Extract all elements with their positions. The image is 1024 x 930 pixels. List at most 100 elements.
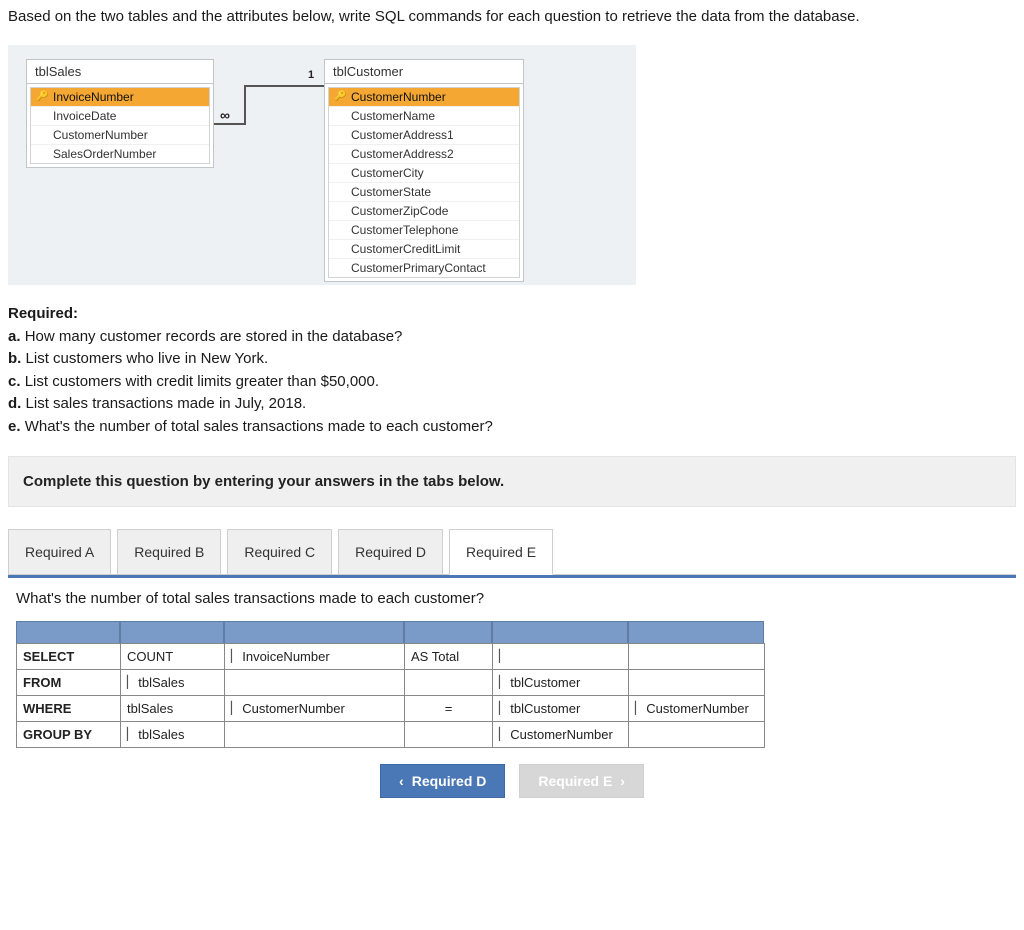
entity-field: CustomerAddress1 [351, 128, 454, 142]
entity-row: CustomerName [329, 107, 519, 126]
entity-tblsales: tblSales 🔑InvoiceNumber InvoiceDate Cust… [26, 59, 214, 168]
prev-button[interactable]: ‹ Required D [380, 764, 505, 798]
entity-title: tblCustomer [325, 60, 523, 84]
cell-kw[interactable]: FROM [17, 670, 121, 696]
entity-row: SalesOrderNumber [31, 145, 209, 163]
key-icon: 🔑 [36, 91, 48, 102]
cell[interactable]: ▏InvoiceNumber [225, 644, 405, 670]
tab-required-e[interactable]: Required E [449, 529, 553, 575]
req-letter: d. [8, 395, 21, 412]
entity-row: CustomerState [329, 183, 519, 202]
rel-one: 1 [308, 69, 314, 81]
tab-required-a[interactable]: Required A [8, 529, 111, 574]
cell[interactable]: ▏tblCustomer [493, 670, 629, 696]
cell[interactable] [629, 670, 765, 696]
cell-text: InvoiceNumber [242, 649, 329, 664]
cell-text: tblSales [138, 675, 184, 690]
grid-header-bar [16, 621, 1008, 643]
req-letter: a. [8, 328, 21, 345]
entity-field: CustomerCity [351, 166, 424, 180]
cell-text: CustomerNumber [646, 701, 749, 716]
entity-row: CustomerZipCode [329, 202, 519, 221]
cell-kw[interactable]: SELECT [17, 644, 121, 670]
intro-text: Based on the two tables and the attribut… [8, 0, 1016, 39]
tab-required-b[interactable]: Required B [117, 529, 221, 574]
entity-row: 🔑CustomerNumber [329, 88, 519, 107]
entity-field: InvoiceNumber [53, 90, 134, 104]
nav-buttons: ‹ Required D Required E › [16, 764, 1008, 798]
req-text: List customers with credit limits greate… [25, 373, 379, 390]
cell[interactable]: ▏CustomerNumber [629, 696, 765, 722]
cell[interactable] [629, 644, 765, 670]
req-text: What's the number of total sales transac… [25, 418, 493, 435]
entity-row: CustomerCity [329, 164, 519, 183]
cursor-icon: ▏ [499, 701, 508, 715]
entity-field: CustomerCreditLimit [351, 242, 460, 256]
entity-field: SalesOrderNumber [53, 147, 156, 161]
instruction-bar: Complete this question by entering your … [8, 456, 1016, 507]
cell[interactable] [225, 722, 405, 748]
cursor-icon: ▏ [231, 649, 240, 663]
entity-row: CustomerNumber [31, 126, 209, 145]
entity-field: CustomerNumber [53, 128, 148, 142]
rel-line-h1 [214, 123, 244, 125]
rel-line-v [244, 85, 246, 125]
entity-field: CustomerState [351, 185, 431, 199]
entity-field: CustomerName [351, 109, 435, 123]
tab-question: What's the number of total sales transac… [16, 590, 1008, 607]
cell[interactable] [405, 670, 493, 696]
cell-kw[interactable]: GROUP BY [17, 722, 121, 748]
tabs: Required A Required B Required C Require… [8, 529, 1016, 574]
cell[interactable]: AS Total [405, 644, 493, 670]
next-label: Required E [538, 773, 612, 789]
cursor-icon: ▏ [499, 727, 508, 741]
sql-grid: SELECT COUNT ▏InvoiceNumber AS Total ▏ F… [16, 643, 765, 748]
cell-text: tblCustomer [510, 675, 580, 690]
cell[interactable] [225, 670, 405, 696]
prev-label: Required D [412, 773, 487, 789]
rel-many: ∞ [220, 107, 230, 123]
cell[interactable] [629, 722, 765, 748]
cursor-icon: ▏ [127, 727, 136, 741]
req-text: How many customer records are stored in … [25, 328, 403, 345]
entity-field: CustomerAddress2 [351, 147, 454, 161]
cursor-icon: ▏ [127, 675, 136, 689]
cursor-icon: ▏ [499, 675, 508, 689]
cursor-icon: ▏ [499, 649, 508, 663]
key-icon: 🔑 [334, 91, 346, 102]
tab-required-d[interactable]: Required D [338, 529, 443, 574]
req-letter: e. [8, 418, 21, 435]
cell-text: CustomerNumber [242, 701, 345, 716]
entity-row: 🔑 InvoiceNumber [31, 88, 209, 107]
cell-text: CustomerNumber [510, 727, 613, 742]
entity-field: CustomerPrimaryContact [351, 261, 486, 275]
cell[interactable]: ▏tblCustomer [493, 696, 629, 722]
chevron-left-icon: ‹ [399, 773, 404, 789]
next-button[interactable]: Required E › [519, 764, 644, 798]
entity-row: CustomerAddress2 [329, 145, 519, 164]
entity-row: CustomerTelephone [329, 221, 519, 240]
cell[interactable]: ▏CustomerNumber [225, 696, 405, 722]
chevron-right-icon: › [620, 773, 625, 789]
cell[interactable]: ▏CustomerNumber [493, 722, 629, 748]
cell-kw[interactable]: WHERE [17, 696, 121, 722]
cell[interactable]: COUNT [121, 644, 225, 670]
req-letter: b. [8, 350, 21, 367]
cell[interactable]: ▏ [493, 644, 629, 670]
required-block: Required: a. How many customer records a… [8, 303, 1016, 438]
entity-row: InvoiceDate [31, 107, 209, 126]
tab-required-c[interactable]: Required C [227, 529, 332, 574]
cell-text: tblSales [138, 727, 184, 742]
cell[interactable]: = [405, 696, 493, 722]
cell[interactable]: tblSales [121, 696, 225, 722]
cell[interactable]: ▏tblSales [121, 670, 225, 696]
cursor-icon: ▏ [635, 701, 644, 715]
cell-text: tblCustomer [510, 701, 580, 716]
cell[interactable]: ▏tblSales [121, 722, 225, 748]
entity-field: CustomerTelephone [351, 223, 458, 237]
req-letter: c. [8, 373, 21, 390]
cell[interactable] [405, 722, 493, 748]
entity-field: InvoiceDate [53, 109, 116, 123]
tab-accent [8, 575, 1016, 578]
entity-row: CustomerAddress1 [329, 126, 519, 145]
